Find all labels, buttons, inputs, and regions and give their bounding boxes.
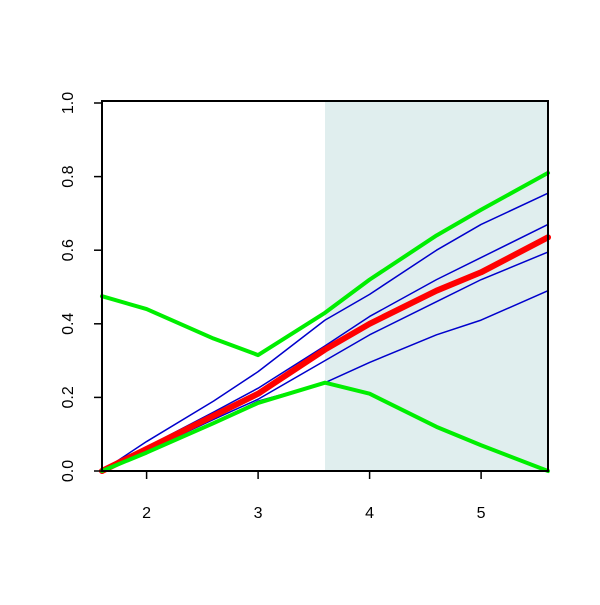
y-tick-label: 0.4 (60, 313, 77, 335)
series-line (100, 170, 550, 358)
y-tick-label: 0.0 (60, 460, 77, 482)
x-tick-label: 2 (142, 505, 151, 522)
series-line (101, 192, 549, 472)
x-tick-label: 5 (477, 505, 486, 522)
y-tick-label: 0.8 (60, 165, 77, 187)
y-tick-label: 0.2 (60, 386, 77, 408)
y-tick-label: 0.6 (60, 239, 77, 261)
plot-box (101, 100, 549, 472)
series-line (100, 380, 550, 473)
x-tick-label: 4 (365, 505, 374, 522)
x-tick-label: 3 (254, 505, 263, 522)
series-line (99, 234, 551, 474)
y-tick-label: 1.0 (60, 92, 77, 114)
